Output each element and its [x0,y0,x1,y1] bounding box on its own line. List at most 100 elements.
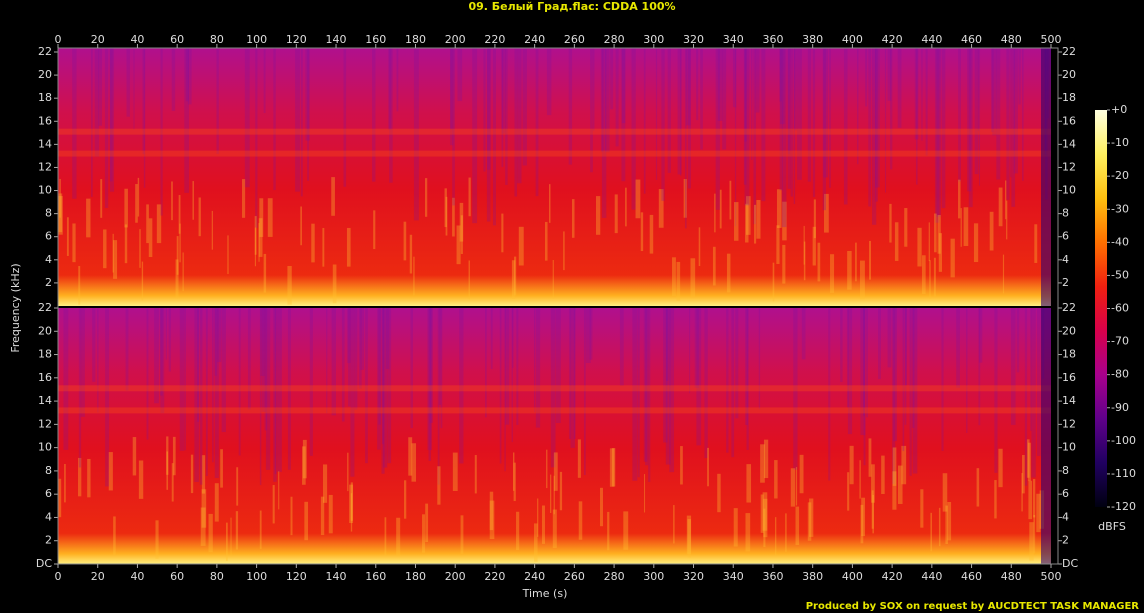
spectrogram-texture [990,48,994,132]
spectrogram-texture [977,48,979,132]
spectrogram-texture [823,48,829,178]
x-tick-label: 280 [604,570,625,583]
spectrogram-texture [1033,514,1036,554]
spectrogram-texture [865,48,868,107]
spectrogram-texture [260,308,265,376]
spectrogram-texture [803,225,805,265]
spectrogram-texture [179,223,181,263]
spectrogram-texture [137,177,140,217]
spectrogram-texture [261,308,266,412]
spectrogram-texture [992,48,997,136]
spectrogram-texture [535,48,539,197]
spectrogram-texture [599,487,603,527]
spectrogram-texture [438,308,442,405]
spectrogram-texture [522,48,527,166]
spectrogram-texture [347,452,349,492]
x-tick-label: 140 [326,33,347,46]
x-tick-label: 80 [210,33,224,46]
x-tick-label: 300 [643,570,664,583]
spectrogram-texture [322,464,328,503]
y-tick-label: 14 [1062,137,1076,150]
spectrogram-texture [277,308,282,472]
spectrogram-texture [623,511,629,550]
spectrogram-texture [311,223,315,263]
colorbar-tick-label: -70 [1111,335,1129,348]
spectrogram-texture [185,48,189,102]
spectrogram-texture [365,308,368,464]
spectrogram-texture [1041,48,1051,306]
spectrogram-texture [731,308,735,458]
spectrogram-texture [887,48,892,101]
spectrogram-texture [677,48,682,175]
spectrogram-texture [541,505,545,544]
spectrogram-texture [501,48,504,167]
spectrogram-texture [263,48,266,114]
colorbar-label: dBFS [1098,520,1126,533]
spectrogram-texture [546,48,552,116]
spectrogram-texture [212,308,214,463]
spectrogram-texture [563,231,565,271]
spectrogram-texture [513,452,515,491]
spectrogram-texture [273,308,277,482]
spectrogram-texture [904,308,907,425]
spectrogram-texture [726,253,731,293]
x-tick-label: 480 [1001,33,1022,46]
spectrogram-texture [200,507,206,546]
spectrogram-texture [190,454,194,494]
spectrogram-texture [300,48,303,197]
spectrogram-texture [295,48,300,192]
spectrogram-texture [745,203,749,243]
spectrogram-texture [956,308,960,388]
spectrogram-texture [555,308,561,423]
spectrogram-texture [358,308,362,389]
y-tick-label: 8 [1062,464,1069,477]
spectrogram-texture [413,256,415,296]
spectrogram-texture [941,308,944,451]
spectrogram-texture [424,178,428,217]
spectrogram-texture [937,215,941,254]
spectrogram-texture [790,48,793,197]
spectrogram-texture [960,208,962,247]
spectrogram-texture [803,241,806,281]
spectrogram-texture [404,480,407,519]
x-tick-label: 500 [1041,570,1062,583]
spectrogram-texture [687,48,691,189]
spectrogram-texture [176,236,179,275]
spectrogram-texture [667,48,671,173]
spectrogram-texture [160,48,163,216]
spectrogram-texture [517,48,522,184]
spectrogram-texture [72,48,77,199]
spectrogram-texture [779,48,782,102]
spectrogram-texture [422,514,426,553]
spectrogram-texture [1021,473,1023,512]
spectrogram-texture [921,48,923,141]
spectrogram-texture [459,202,464,242]
spectrogram-texture [776,225,780,264]
spectrogram-texture [1027,442,1031,482]
spectrogram-texture [649,214,654,254]
spectrogram-texture [535,308,541,428]
spectrogram-texture [1031,308,1036,478]
spectrogram-texture [552,509,557,548]
spectrogram-texture [892,471,897,510]
spectrogram-texture [1005,180,1007,220]
x-tick-label: 80 [210,570,224,583]
spectrogram-texture [799,454,804,494]
spectrogram-texture [860,308,866,436]
spectrogram-texture [631,48,636,210]
spectrogram-texture [1021,48,1024,181]
spectrogram-texture [1002,254,1005,294]
spectrogram-texture [577,439,581,478]
x-tick-label: 20 [91,570,105,583]
spectrogram-texture [735,308,739,419]
spectrogram-texture [872,494,874,534]
spectrogram-texture [534,308,536,413]
x-tick-label: 160 [365,33,386,46]
spectrogram-texture [871,490,874,529]
spectrogram-texture [143,48,146,188]
spectrogram-texture [978,48,981,186]
spectrogram-texture [501,48,506,134]
spectrogram-texture [1037,308,1041,456]
y-tick-label: 10 [1062,441,1076,454]
spectrogram-texture [625,187,627,227]
